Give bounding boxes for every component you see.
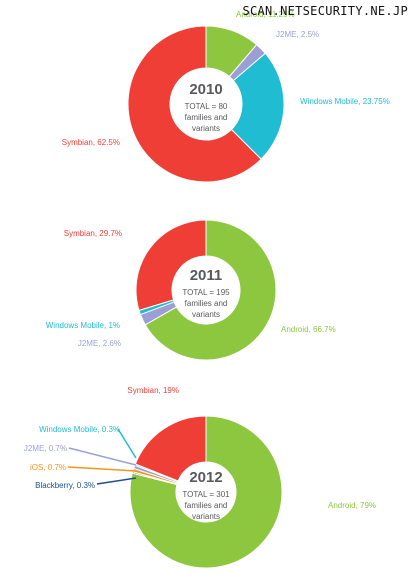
center-disc: [176, 462, 236, 522]
total-label: TOTAL = 301: [182, 490, 230, 499]
total-label: TOTAL = 195: [182, 288, 230, 297]
total-sub-1: families and: [185, 501, 228, 510]
total-sub-1: families and: [185, 113, 228, 122]
slice-label-android: Android, 79%: [328, 501, 376, 510]
donut-chart-2010: 2010 TOTAL = 80 families and variants Androi…: [62, 10, 390, 183]
total-sub-1: families and: [185, 299, 228, 308]
slice-label-android: Android, 66.7%: [281, 325, 336, 334]
slice-label-windows-mobile: Windows Mobile, 0.3%: [39, 425, 120, 434]
slice-label-j2me: J2ME, 0.7%: [24, 444, 67, 453]
leader-line: [117, 428, 137, 459]
leader-line: [67, 466, 137, 472]
slice-label-j2me: J2ME, 2.5%: [276, 30, 319, 39]
slice-label-symbian: Symbian, 19%: [127, 386, 179, 395]
slice-label-symbian: Symbian, 62.5%: [62, 138, 120, 147]
donut-chart-2011: 2011 TOTAL = 195 families and variants Andro…: [46, 219, 336, 361]
slice-label-ios: iOS, 0.7%: [30, 463, 66, 472]
chart-year: 2011: [190, 267, 223, 284]
slice-label-blackberry: Blackberry, 0.3%: [35, 481, 95, 490]
leader-line: [96, 477, 137, 485]
slice-label-windows-mobile: Windows Mobile, 1%: [46, 321, 120, 330]
center-disc: [172, 256, 240, 324]
watermark: SCAN.NETSECURITY.NE.JP: [242, 4, 408, 18]
chart-year: 2012: [189, 469, 222, 486]
donut-chart-2012: 2012 TOTAL = 301 families and variants Andro…: [24, 386, 376, 569]
center-disc: [170, 68, 242, 140]
slice-label-windows-mobile: Windows Mobile, 23.75%: [300, 97, 390, 106]
slice-label-j2me: J2ME, 2.6%: [78, 339, 121, 348]
slice-label-symbian: Symbian, 29.7%: [64, 229, 122, 238]
slice-label-android: Android, 11.25%: [236, 10, 295, 19]
chart-year: 2010: [189, 81, 222, 98]
total-sub-2: variants: [192, 310, 220, 319]
total-sub-2: variants: [192, 124, 220, 133]
leader-line: [68, 447, 137, 466]
total-sub-2: variants: [192, 512, 220, 521]
total-label: TOTAL = 80: [185, 102, 228, 111]
